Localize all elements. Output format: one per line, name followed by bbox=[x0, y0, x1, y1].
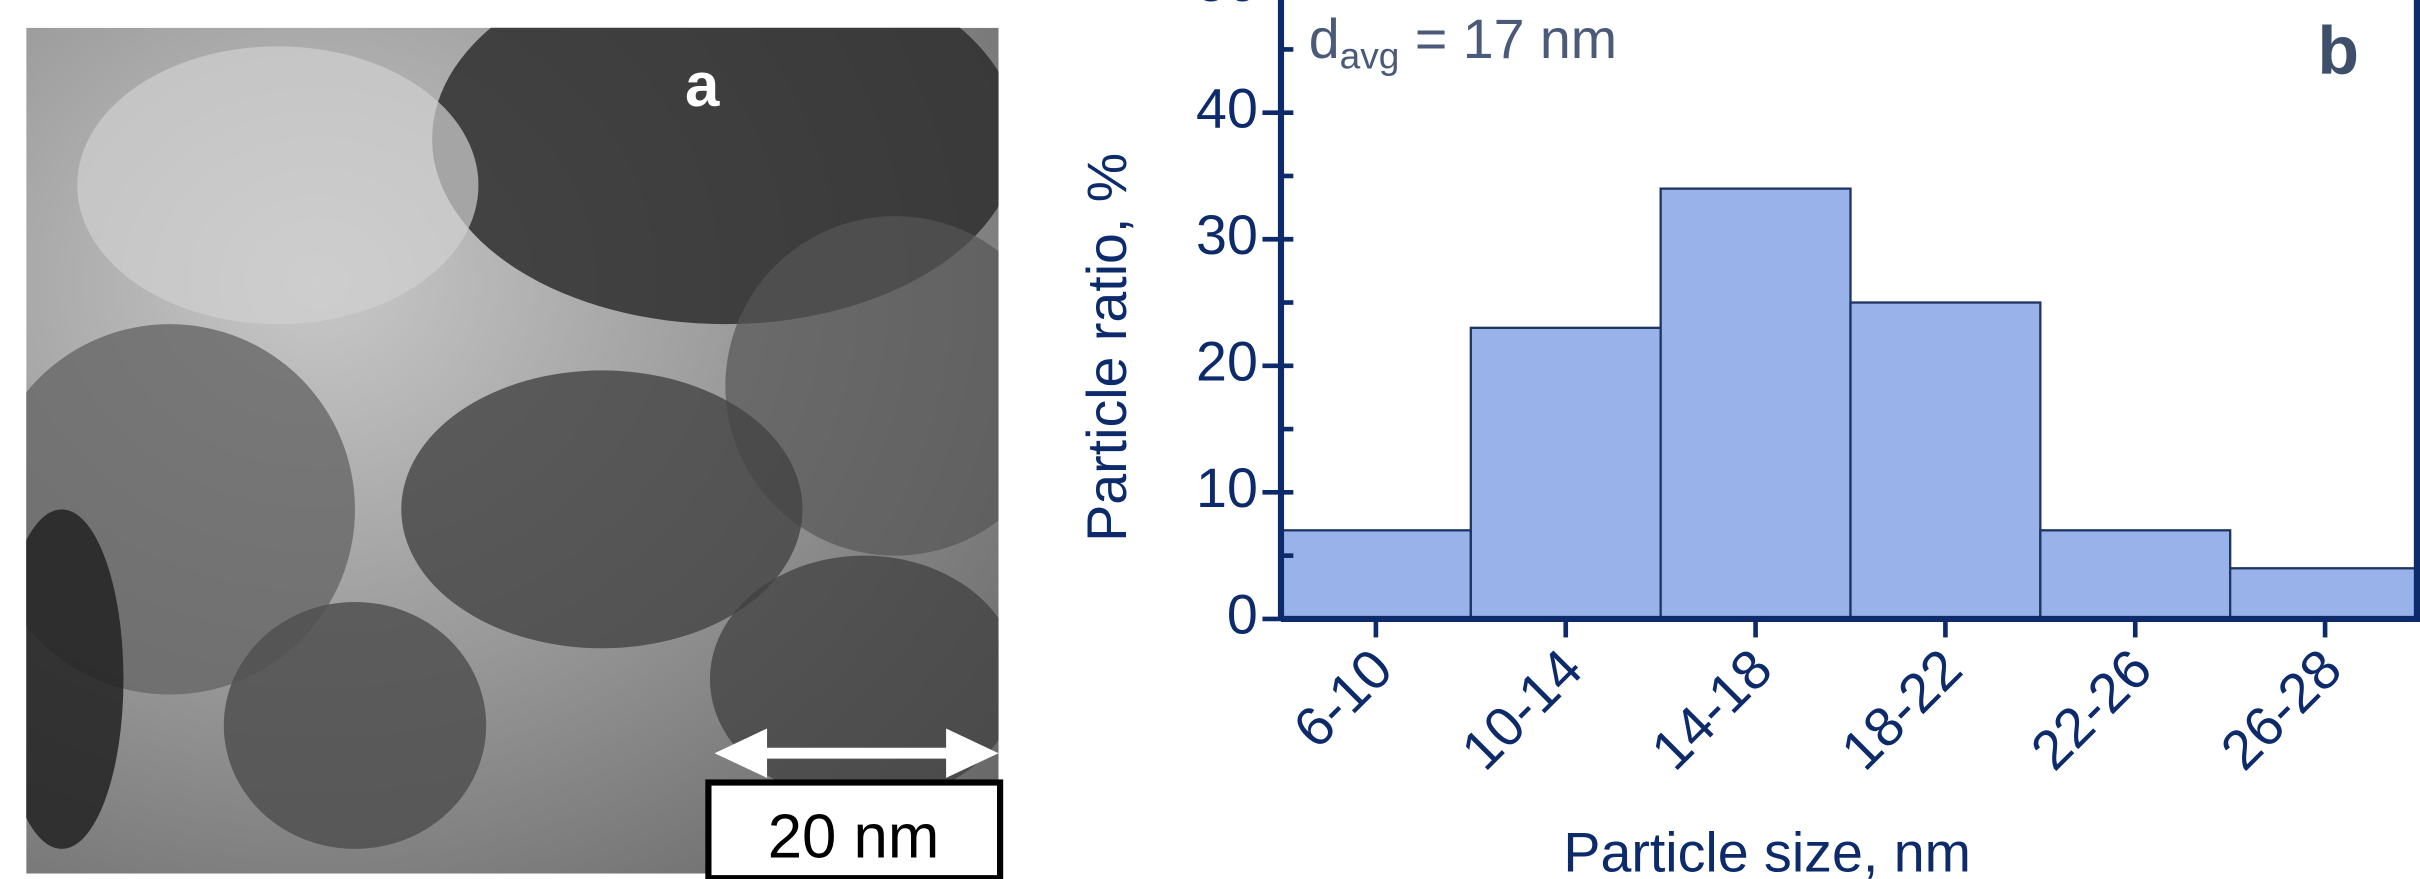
page: a 20 nm davg = 17 nm b Particle ratio, %… bbox=[0, 0, 2420, 879]
x-tick-label: 14-18 bbox=[1639, 637, 1783, 781]
y-tick-label: 20 bbox=[1196, 330, 1258, 392]
y-tick-label: 10 bbox=[1196, 457, 1258, 519]
bar bbox=[2230, 568, 2420, 619]
x-axis-label: Particle size, nm bbox=[1563, 821, 1970, 879]
y-tick-label: 0 bbox=[1227, 584, 1258, 646]
bar bbox=[1661, 189, 1851, 619]
y-tick-label: 30 bbox=[1196, 204, 1258, 266]
x-tick-label: 26-28 bbox=[2209, 637, 2353, 781]
panel-label: a bbox=[685, 51, 720, 120]
x-tick-label: 18-22 bbox=[1829, 637, 1973, 781]
y-tick-label: 40 bbox=[1196, 77, 1258, 139]
panel-label: b bbox=[2317, 14, 2358, 89]
x-tick-label: 10-14 bbox=[1450, 637, 1594, 781]
y-tick-label: 50 bbox=[1196, 0, 1258, 13]
scale-bar-label: 20 nm bbox=[768, 802, 940, 871]
annotation-main: d bbox=[1309, 8, 1340, 70]
figure: a 20 nm davg = 17 nm b Particle ratio, %… bbox=[0, 0, 2420, 879]
chart: davg = 17 nm b Particle ratio, % Particl… bbox=[1076, 0, 2420, 879]
x-tick-label: 22-26 bbox=[2019, 637, 2163, 781]
bar bbox=[1471, 328, 1661, 619]
annotation: davg = 17 nm bbox=[1309, 8, 1617, 77]
y-axis-label: Particle ratio, % bbox=[1076, 153, 1138, 542]
bar bbox=[2040, 530, 2230, 619]
x-tick-label: 6-10 bbox=[1282, 637, 1404, 759]
annotation-subscript: avg bbox=[1340, 34, 1400, 76]
bar bbox=[1281, 530, 1471, 619]
tem-image bbox=[0, 0, 1065, 874]
annotation-rest: = 17 nm bbox=[1399, 8, 1617, 70]
bar bbox=[1850, 303, 2040, 619]
